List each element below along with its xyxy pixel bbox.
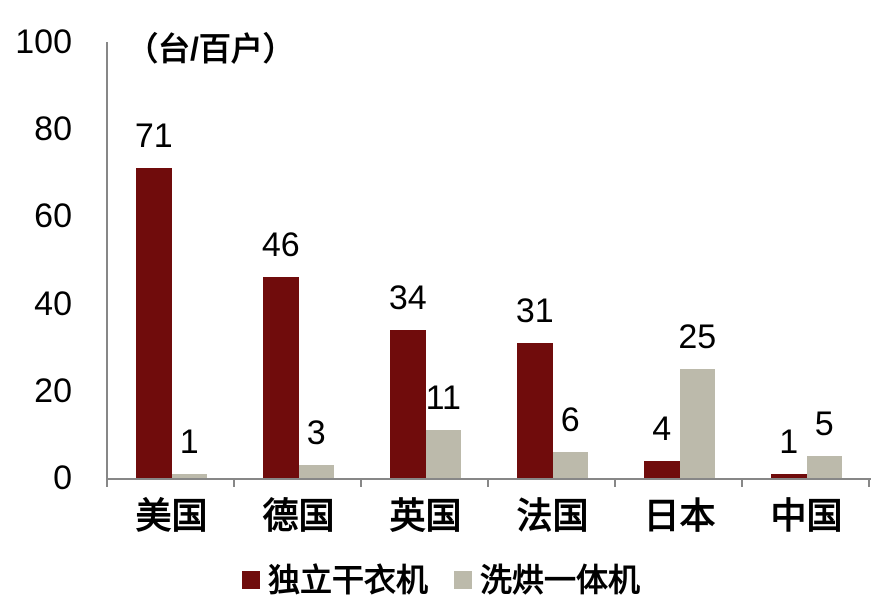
- x-axis-category-label: 日本: [643, 495, 716, 536]
- x-axis-tick: [106, 478, 108, 487]
- y-axis-unit-label: （台/百户）: [126, 31, 295, 67]
- bar-value-label: 1: [779, 422, 799, 461]
- y-axis-tick-label: 100: [15, 23, 72, 61]
- y-axis-tick-label: 80: [34, 110, 72, 149]
- bar-value-label: 25: [678, 318, 717, 356]
- legend-item: 洗烘一体机: [454, 560, 640, 600]
- y-axis-tick-label: 40: [34, 284, 72, 323]
- y-axis-tick-label: 20: [34, 371, 72, 410]
- bar-value-label: 3: [306, 413, 326, 452]
- legend-label: 独立干衣机: [267, 562, 428, 598]
- bar-series2: [806, 456, 842, 478]
- x-axis-tick: [360, 478, 362, 487]
- x-axis-category-label: 英国: [389, 495, 462, 536]
- bar-series1: [136, 168, 172, 478]
- bar-series2: [679, 369, 715, 478]
- bar-series2: [171, 473, 207, 478]
- bar-value-label: 5: [814, 405, 834, 444]
- legend-item: 独立干衣机: [241, 560, 428, 600]
- x-axis-tick: [233, 478, 235, 487]
- bar-value-label: 1: [179, 422, 199, 461]
- bar-series1: [771, 473, 807, 478]
- bar-value-label: 11: [425, 379, 461, 418]
- bar-series1: [390, 329, 426, 478]
- x-axis-tick: [741, 478, 743, 487]
- x-axis-category-label: 美国: [135, 495, 208, 536]
- bar-value-label: 6: [560, 400, 580, 439]
- y-axis-line: [106, 42, 108, 478]
- bar-series2: [298, 464, 334, 478]
- x-axis-tick: [487, 478, 489, 487]
- bar-series2: [425, 430, 461, 478]
- x-axis-tick: [868, 478, 870, 487]
- bar-value-label: 71: [134, 117, 173, 156]
- bar-value-label: 34: [388, 278, 427, 317]
- chart-legend: 独立干衣机 洗烘一体机: [0, 560, 882, 600]
- bar-value-label: 4: [652, 409, 672, 448]
- x-axis-category-label: 法国: [516, 495, 589, 536]
- bar-series1: [263, 277, 299, 478]
- y-axis-tick-label: 60: [34, 197, 72, 236]
- bar-value-label: 31: [515, 291, 554, 330]
- bar-series1: [517, 342, 553, 478]
- legend-label: 洗烘一体机: [480, 562, 641, 598]
- bar-series2: [552, 451, 588, 478]
- bar-series1: [644, 460, 680, 478]
- bar-value-label: 46: [261, 226, 300, 265]
- x-axis-tick: [614, 478, 616, 487]
- x-axis-category-label: 德国: [262, 495, 335, 536]
- legend-swatch-series2: [454, 571, 472, 589]
- y-axis-tick-label: 0: [53, 459, 72, 497]
- x-axis-category-label: 中国: [770, 495, 843, 536]
- legend-swatch-series1: [241, 571, 260, 589]
